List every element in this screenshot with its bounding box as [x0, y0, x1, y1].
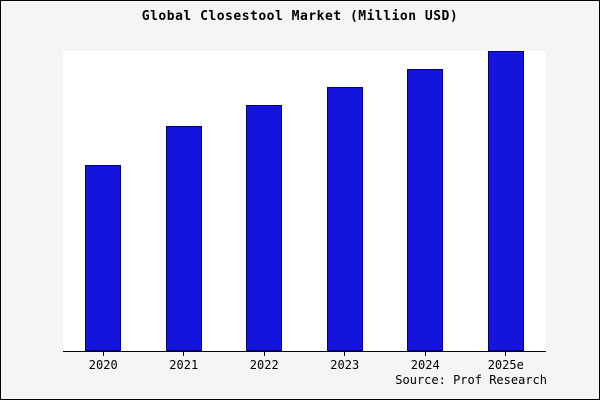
x-tick-label: 2022	[249, 358, 279, 372]
bar-2022	[246, 105, 283, 351]
bar-2024	[407, 69, 444, 351]
bar-2021	[165, 126, 202, 351]
plot-area	[63, 51, 546, 352]
x-axis-cell: 2023	[305, 352, 386, 372]
x-tick-label: 2020	[88, 358, 118, 372]
x-axis-cell: 2021	[144, 352, 225, 372]
x-axis-cell: 2025e	[466, 352, 547, 372]
chart-title: Global Closestool Market (Million USD)	[141, 9, 459, 24]
source-label: Source: Prof Research	[395, 373, 547, 387]
axis-tick	[102, 352, 104, 356]
bar-2023	[326, 87, 363, 351]
axis-tick	[505, 352, 507, 356]
x-axis: 2020 2021 2022 2023 2024 2025e	[63, 352, 546, 372]
bar-2020	[85, 165, 122, 351]
x-axis-cell: 2020	[63, 352, 144, 372]
x-tick-label: 2025e	[487, 358, 524, 372]
x-tick-label: 2024	[410, 358, 440, 372]
axis-tick	[263, 352, 265, 356]
bars-container	[63, 51, 546, 351]
x-tick-label: 2021	[169, 358, 199, 372]
bar-2025e	[487, 51, 524, 351]
axis-tick	[344, 352, 346, 356]
x-axis-cell: 2022	[224, 352, 305, 372]
axis-tick	[424, 352, 426, 356]
axis-tick	[183, 352, 185, 356]
x-tick-label: 2023	[330, 358, 360, 372]
x-axis-cell: 2024	[385, 352, 466, 372]
